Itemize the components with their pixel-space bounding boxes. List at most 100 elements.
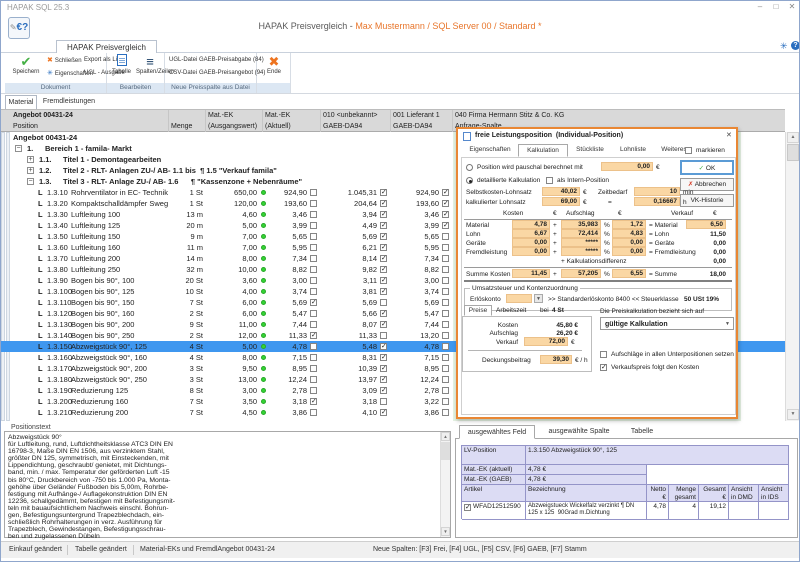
price-checkbox[interactable]: ✓ <box>380 409 387 416</box>
tab-tabelle[interactable]: Tabelle <box>630 428 654 435</box>
price-checkbox[interactable] <box>310 255 317 262</box>
summe-kosten-field[interactable]: 11,45 <box>512 269 550 278</box>
price-checkbox[interactable] <box>442 409 449 416</box>
tab-ausgewaehltes-feld[interactable]: ausgewähltes Feld <box>459 425 535 439</box>
pauschal-radio[interactable] <box>466 164 473 171</box>
price-checkbox[interactable]: ✓ <box>310 398 317 405</box>
price-checkbox[interactable]: ✓ <box>442 222 449 229</box>
table-row-group[interactable]: −1. Bereich 1 - famila- Markt <box>1 143 785 154</box>
aufschlag-field[interactable]: 72,414 <box>561 229 601 238</box>
kosten-field[interactable]: 0,00 <box>512 238 550 247</box>
table-row[interactable]: L 1.3.60 Luftleitung 160 11 m 7,00 5,95 6,21 ✓ 5… <box>1 242 785 253</box>
ok-button[interactable]: ✓ OK <box>680 160 734 175</box>
speichern-button[interactable]: ✔ Speichern <box>7 54 45 82</box>
help-icon[interactable]: ? <box>791 41 799 50</box>
price-checkbox[interactable] <box>380 398 387 405</box>
dialog-tab-stueckliste[interactable]: Stückliste <box>576 146 604 153</box>
price-checkbox[interactable]: ✓ <box>442 189 449 196</box>
summe-aufschlag-field[interactable]: 57,205 <box>561 269 601 278</box>
tab-ausgewaehlte-spalte[interactable]: ausgewählte Spalte <box>548 428 610 435</box>
table-row[interactable]: L 1.3.210 Reduzierung 200 7 St 4,50 3,86 4,10 ✓… <box>1 407 785 418</box>
table-row[interactable]: L 1.3.30 Luftleitung 100 13 m 4,60 3,46 3,94 ✓ 3… <box>1 209 785 220</box>
price-checkbox[interactable]: ✓ <box>380 255 387 262</box>
expand-icon[interactable]: + <box>27 156 34 163</box>
verkaufspreis-folgt-checkbox[interactable]: ✓ <box>600 364 607 371</box>
kosten-field[interactable]: 0,00 <box>512 247 550 256</box>
collapse-icon[interactable]: − <box>27 178 34 185</box>
table-row[interactable]: L 1.3.200 Reduzierung 160 7 St 3,50 3,18 ✓ 3,18… <box>1 396 785 407</box>
zeit-h-field[interactable]: 0,16667 <box>634 197 680 206</box>
aufschlaege-unterpositionen-checkbox[interactable] <box>600 351 607 358</box>
table-row[interactable]: L 1.3.90 Bogen bis 90°, 100 20 St 3,60 3,00 3,… <box>1 275 785 286</box>
gaeb-preisabgabe-button[interactable]: GAEB-Preisabgabe (84) <box>199 57 264 63</box>
spalten-zeilen-button[interactable]: ≡ Spalten/Zeilen <box>136 54 175 75</box>
price-checkbox[interactable] <box>442 233 449 240</box>
price-checkbox[interactable] <box>310 354 317 361</box>
price-checkbox[interactable] <box>442 343 449 350</box>
ende-button[interactable]: ✖ Ende <box>260 54 288 82</box>
betrag-field[interactable]: 1,72 <box>612 220 646 229</box>
article-checkbox[interactable]: ✓ <box>464 504 471 511</box>
table-row[interactable]: L 1.3.80 Luftleitung 250 32 m 10,00 8,82 9,82 ✓… <box>1 264 785 275</box>
tabelle-button[interactable]: Tabelle <box>108 54 135 82</box>
price-checkbox[interactable]: ✓ <box>442 211 449 218</box>
price-checkbox[interactable] <box>442 255 449 262</box>
price-checkbox[interactable]: ✓ <box>442 200 449 207</box>
betrag-field[interactable]: 0,00 <box>612 238 646 247</box>
price-checkbox[interactable] <box>310 321 317 328</box>
eigenschaften-button[interactable]: ✳ Eigenschaften <box>47 70 93 77</box>
scroll-down-icon[interactable]: ▼ <box>441 527 450 536</box>
price-checkbox[interactable]: ✓ <box>380 211 387 218</box>
minimize-icon[interactable]: – <box>757 2 763 11</box>
scroll-down-icon[interactable]: ▼ <box>787 409 799 420</box>
price-checkbox[interactable] <box>310 277 317 284</box>
preiskalk-dropdown[interactable]: gültige Kalkulation ▼ <box>600 317 734 330</box>
price-checkbox[interactable]: ✓ <box>380 288 387 295</box>
table-row[interactable]: L 1.3.50 Luftleitung 150 9 m 7,00 5,65 5,69 ✓ 5,… <box>1 231 785 242</box>
price-checkbox[interactable] <box>380 332 387 339</box>
kalk-lohnsatz-field[interactable]: 69,00 <box>542 197 580 206</box>
price-checkbox[interactable] <box>310 365 317 372</box>
tab-fremdleistungen[interactable]: Fremdleistungen <box>42 98 96 105</box>
price-checkbox[interactable] <box>442 354 449 361</box>
selbstkosten-field[interactable]: 40,02 <box>542 187 580 196</box>
table-row[interactable]: L 1.3.150 Abzweigstück 90°, 125 4 St 5,00 4,7… <box>1 341 785 352</box>
price-checkbox[interactable] <box>442 365 449 372</box>
price-checkbox[interactable] <box>442 277 449 284</box>
price-checkbox[interactable]: ✓ <box>380 387 387 394</box>
table-row[interactable]: L 1.3.140 Bogen bis 90°, 250 2 St 12,00 11,33… <box>1 330 785 341</box>
aufschlag-field[interactable]: ***** <box>561 238 601 247</box>
table-row-root[interactable]: Angebot 00431-24 <box>1 132 785 143</box>
price-checkbox[interactable]: ✓ <box>380 321 387 328</box>
verkauf-field[interactable]: 6,50 <box>686 220 726 229</box>
price-checkbox[interactable] <box>442 387 449 394</box>
price-checkbox[interactable] <box>310 409 317 416</box>
deckungsbeitrag-field[interactable]: 39,30 <box>540 355 572 364</box>
table-scrollbar[interactable]: ▲ ▼ <box>785 132 799 421</box>
settings-icon[interactable]: ✳ <box>780 41 788 51</box>
tab-hapak-preisvergleich[interactable]: HAPAK Preisvergleich <box>56 40 157 54</box>
zeitbedarf-field[interactable]: 10 <box>634 187 680 196</box>
pauschal-value-field[interactable]: 0,00 <box>601 162 653 171</box>
dialog-tab-lohnliste[interactable]: Lohnliste <box>619 146 647 153</box>
positionstext-content[interactable]: Abzweigstück 90° für Luftleitung, rund, … <box>8 434 175 541</box>
price-checkbox[interactable]: ✓ <box>380 310 387 317</box>
table-row[interactable]: L 1.3.190 Reduzierung 125 8 St 3,00 2,78 3,09 ✓… <box>1 385 785 396</box>
splitter-bar[interactable] <box>6 132 10 421</box>
table-row-group[interactable]: +1.1. Titel 1 - Demontagearbeiten <box>1 154 785 165</box>
table-row[interactable]: L 1.3.100 Bogen bis 90°, 125 10 St 4,00 3,74 3… <box>1 286 785 297</box>
kosten-field[interactable]: 4,78 <box>512 220 550 229</box>
scrollbar-thumb[interactable] <box>787 144 799 161</box>
price-checkbox[interactable]: ✓ <box>310 299 317 306</box>
positionstext-scrollbar[interactable]: ▲ ▼ <box>440 432 450 537</box>
maximize-icon[interactable]: □ <box>773 2 779 11</box>
price-checkbox[interactable] <box>310 200 317 207</box>
erloeskonto-field[interactable] <box>506 294 532 303</box>
price-checkbox[interactable]: ✓ <box>380 200 387 207</box>
verkauf-field[interactable]: 72,00 <box>524 337 568 346</box>
price-checkbox[interactable]: ✓ <box>380 244 387 251</box>
preise-tab[interactable]: Preise <box>464 305 492 316</box>
price-checkbox[interactable] <box>442 244 449 251</box>
price-checkbox[interactable]: ✓ <box>380 354 387 361</box>
